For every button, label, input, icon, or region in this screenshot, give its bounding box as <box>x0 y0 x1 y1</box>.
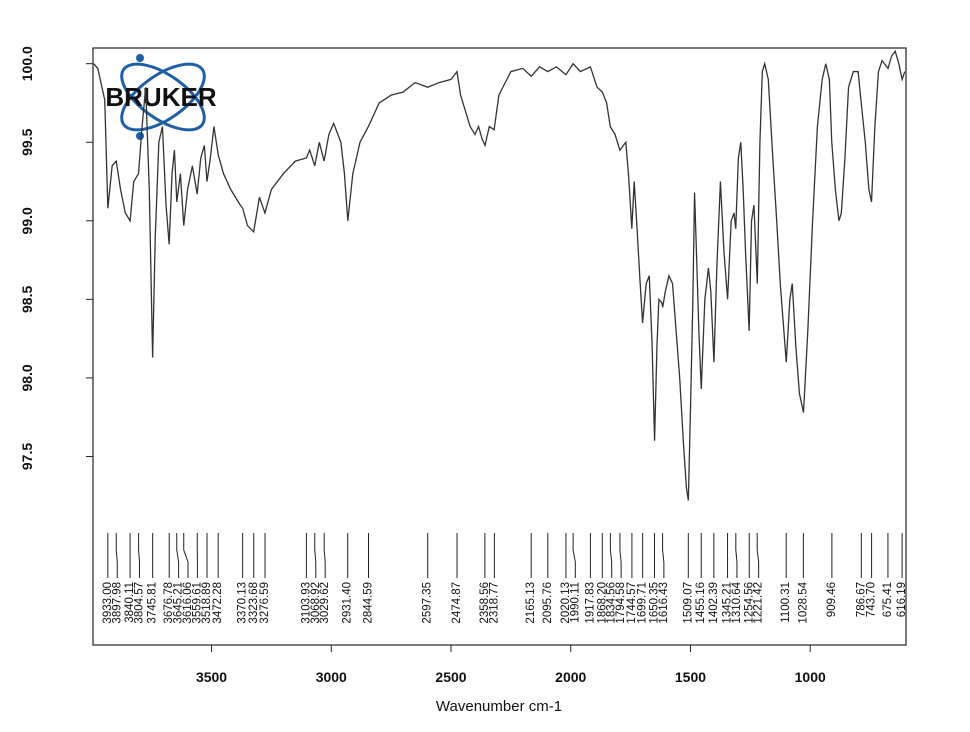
peak-label: 3897.98 <box>111 582 123 624</box>
peak-label: 3068.92 <box>310 582 322 624</box>
peak-label: 1794.58 <box>615 582 627 624</box>
plot-frame <box>92 47 907 646</box>
peak-label: 1650.35 <box>649 582 661 624</box>
y-tick-label: 98.0 <box>19 364 35 391</box>
peak-label: 3616.06 <box>182 582 194 624</box>
logo-orbit <box>120 62 206 132</box>
peak-label: 2318.77 <box>488 582 500 624</box>
peak-label: 3676.78 <box>163 582 175 624</box>
peak-label: 616.19 <box>896 582 908 617</box>
y-tick-label: 97.5 <box>19 443 35 470</box>
x-tick-label: 1500 <box>675 669 706 685</box>
peak-label: 3559.61 <box>191 582 203 624</box>
logo-dot <box>136 54 144 62</box>
peak-label: 3103.93 <box>300 582 312 624</box>
peak-label: 2358.56 <box>479 582 491 624</box>
x-tick-label: 1000 <box>795 669 826 685</box>
peak-label: 786.67 <box>855 582 867 617</box>
peak-label: 3276.59 <box>259 582 271 624</box>
peak-label: 2597.35 <box>422 582 434 624</box>
logo-text: BRUKER <box>105 82 216 112</box>
peak-label: 3518.89 <box>201 582 213 624</box>
peak-marker <box>314 533 317 578</box>
peak-label: 2020.13 <box>560 582 572 624</box>
peak-label: 1834.56 <box>606 582 618 624</box>
x-axis-label: Wavenumber cm-1 <box>436 698 562 715</box>
peak-label: 1345.21 <box>722 582 734 624</box>
peak-label: 2474.87 <box>451 582 463 624</box>
logo: BRUKER <box>105 54 217 140</box>
peak-label: 3370.13 <box>237 582 249 624</box>
peak-label: 1028.54 <box>797 581 809 623</box>
y-tick-label: 99.5 <box>19 128 35 155</box>
peak-label: 2844.59 <box>363 582 375 624</box>
peak-marker <box>323 533 326 578</box>
peak-label: 1254.56 <box>743 582 755 624</box>
x-tick-label: 3500 <box>196 669 227 685</box>
peak-label: 3840.11 <box>124 582 136 623</box>
peak-marker <box>735 533 738 578</box>
peak-label: 3933.00 <box>102 582 114 624</box>
peak-marker <box>619 533 622 578</box>
peak-label: 2165.13 <box>525 582 537 624</box>
peak-label: 1100.31 <box>780 582 792 623</box>
y-tick-label: 99.0 <box>19 207 35 234</box>
peak-marker <box>115 533 118 578</box>
peak-label: 1402.39 <box>708 582 720 624</box>
peak-label: 909.46 <box>826 582 838 617</box>
peak-label: 3745.81 <box>147 582 159 624</box>
peak-label: 675.41 <box>882 582 894 617</box>
x-tick-label: 3000 <box>316 669 347 685</box>
peak-marker <box>609 533 613 578</box>
peak-marker <box>572 533 576 578</box>
y-tick-label: 100.0 <box>19 46 35 81</box>
x-tick-label: 2000 <box>555 669 586 685</box>
peak-label: 1868.20 <box>596 582 608 624</box>
logo-dot <box>136 132 144 140</box>
peak-marker <box>176 533 180 578</box>
peak-label: 1310.64 <box>731 581 743 623</box>
peak-label: 1509.07 <box>682 582 694 624</box>
peak-label: 2095.76 <box>542 582 554 624</box>
peak-label: 1455.16 <box>695 582 707 624</box>
peak-label: 743.70 <box>866 582 878 617</box>
peak-marker <box>662 533 665 578</box>
peak-label: 3804.57 <box>134 582 146 624</box>
peak-marker <box>183 533 189 578</box>
x-tick-label: 2500 <box>435 669 466 685</box>
y-tick-label: 98.5 <box>19 286 35 313</box>
peak-label: 3323.68 <box>248 582 260 624</box>
peak-label: 3645.21 <box>173 582 185 624</box>
peak-label: 1699.71 <box>637 582 649 624</box>
peak-label: 2931.40 <box>342 582 354 624</box>
peak-label: 1990.11 <box>569 582 581 623</box>
peak-marker <box>138 533 140 578</box>
peak-label: 3472.28 <box>212 582 224 624</box>
peak-label: 1221.42 <box>753 582 765 624</box>
peak-label: 1616.43 <box>658 582 670 624</box>
spectrum-line <box>93 49 906 501</box>
peak-label: 1917.83 <box>584 582 596 624</box>
peak-marker <box>756 533 760 578</box>
peak-label: 1744.57 <box>626 582 638 624</box>
logo-orbit <box>120 62 206 132</box>
peak-label: 3029.62 <box>319 582 331 624</box>
